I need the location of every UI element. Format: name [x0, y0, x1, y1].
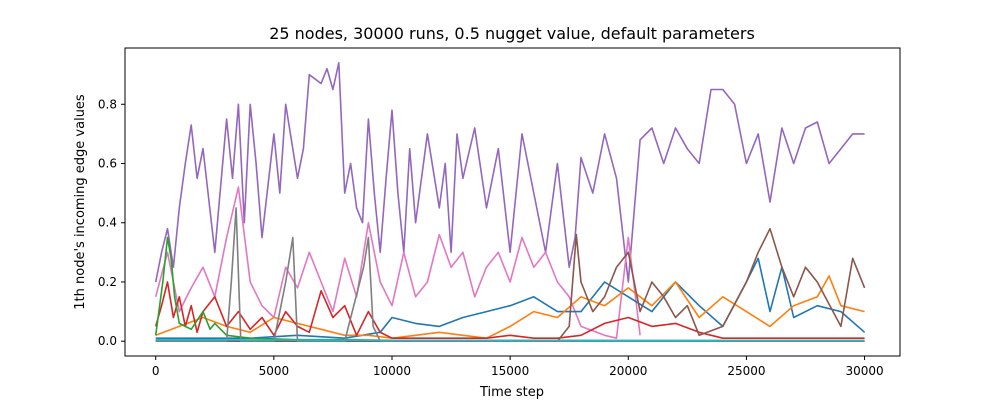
- y-axis-label: 1th node's incoming edge values: [73, 94, 88, 310]
- series-line-6: [155, 227, 866, 343]
- y-axis: 0.0 0.2 0.4 0.6 0.8: [98, 97, 125, 348]
- series-layer: [154, 61, 866, 343]
- x-tick-label: 10000: [373, 364, 411, 378]
- series-line-8: [155, 207, 865, 343]
- series-line-3: [155, 257, 866, 340]
- y-tick-label: 0.6: [98, 157, 117, 171]
- x-tick-label: 5000: [259, 364, 290, 378]
- x-tick-label: 30000: [845, 364, 883, 378]
- x-axis-label: Time step: [479, 385, 544, 400]
- y-tick-label: 0.2: [98, 275, 117, 289]
- series-line-9: [155, 338, 865, 342]
- x-tick-label: 15000: [491, 364, 529, 378]
- y-tick-label: 0.8: [98, 97, 117, 111]
- x-tick-label: 20000: [609, 364, 647, 378]
- x-tick-label: 0: [152, 364, 160, 378]
- series-line-2: [154, 186, 641, 340]
- series-line-1: [154, 61, 865, 283]
- plot-frame: [124, 47, 901, 357]
- y-tick-label: 0.0: [98, 334, 117, 348]
- x-axis: 0 5000 10000 15000 20000 25000 30000: [152, 356, 884, 378]
- x-tick-label: 25000: [727, 364, 765, 378]
- y-tick-label: 0.4: [98, 216, 117, 230]
- series-line-5: [154, 281, 865, 340]
- chart-title: 25 nodes, 30000 runs, 0.5 nugget value, …: [269, 24, 755, 43]
